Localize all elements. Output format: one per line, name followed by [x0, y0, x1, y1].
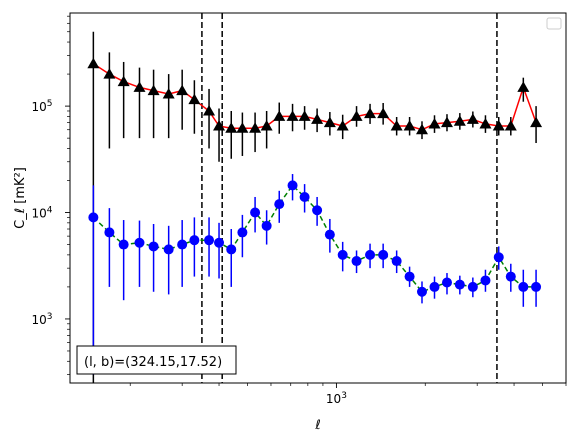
data-point-circle [493, 252, 504, 263]
axes-frame [69, 12, 567, 384]
data-point-circle [378, 249, 389, 260]
data-point-circle [391, 256, 402, 267]
data-point-triangle [504, 120, 517, 131]
y-tick-exponent: 5 [47, 99, 53, 109]
data-point-triangle [466, 113, 479, 124]
data-point-triangle [311, 113, 324, 124]
y-tick-exponent: 3 [47, 312, 53, 322]
data-point-circle [312, 205, 323, 216]
data-point-triangle [479, 117, 492, 129]
data-point-circle [441, 277, 452, 288]
data-point-triangle [298, 110, 311, 121]
data-point-circle [237, 227, 248, 238]
data-point-triangle [203, 104, 216, 116]
data-point-circle [299, 191, 310, 202]
annotation-frame [76, 345, 237, 375]
data-point-circle [134, 237, 145, 248]
data-point-circle [467, 281, 478, 292]
data-point-circle [531, 281, 542, 292]
data-point-circle [148, 241, 159, 252]
y-tick-exponent: 4 [47, 206, 53, 216]
data-point-circle [204, 235, 215, 246]
data-point-triangle [350, 110, 363, 121]
data-point-circle [177, 239, 188, 250]
data-point-circle [88, 212, 99, 223]
data-point-circle [214, 237, 225, 248]
annotation-box: (l, b)=(324.15,17.52) [76, 345, 237, 375]
data-point-triangle [273, 110, 286, 121]
data-point-triangle [415, 123, 428, 135]
data-point-triangle [364, 107, 377, 119]
data-point-circle [505, 271, 516, 282]
data-point-triangle [517, 81, 530, 92]
data-point-triangle [377, 107, 390, 119]
data-point-circle [274, 199, 285, 210]
x-axis-label: ℓ [314, 418, 320, 433]
data-point-circle [118, 239, 129, 250]
data-point-triangle [103, 68, 116, 79]
data-point-triangle [453, 115, 466, 126]
data-point-circle [404, 271, 415, 282]
data-point-triangle [176, 84, 189, 96]
data-point-circle [518, 281, 529, 292]
data-point-circle [104, 227, 115, 238]
series-1 [88, 174, 542, 375]
data-point-triangle [147, 84, 160, 96]
data-point-circle [163, 244, 174, 255]
plot-area [87, 13, 543, 383]
data-point-circle [250, 207, 261, 218]
data-point-triangle [225, 122, 238, 133]
data-point-circle [287, 180, 298, 191]
x-tick-exponent: 3 [341, 391, 347, 401]
data-point-triangle [492, 120, 505, 131]
data-point-triangle [87, 57, 100, 69]
data-point-triangle [162, 87, 175, 99]
data-point-triangle [428, 117, 441, 129]
data-point-circle [261, 220, 272, 231]
data-point-triangle [213, 120, 226, 131]
data-point-triangle [260, 120, 273, 131]
data-point-circle [454, 279, 465, 290]
annotation-text: (l, b)=(324.15,17.52) [84, 355, 222, 370]
legend-box [546, 17, 562, 30]
data-point-circle [226, 244, 237, 255]
data-point-triangle [440, 116, 453, 128]
data-point-triangle [117, 75, 130, 87]
series-0 [87, 31, 543, 383]
data-point-circle [351, 256, 362, 267]
data-point-triangle [403, 120, 416, 131]
legend [546, 17, 562, 30]
data-point-triangle [323, 116, 336, 128]
data-point-triangle [188, 93, 201, 105]
data-point-triangle [249, 122, 262, 133]
data-point-circle [429, 281, 440, 292]
data-point-circle [337, 249, 348, 260]
data-point-circle [189, 235, 200, 246]
data-point-triangle [236, 122, 249, 133]
data-point-triangle [390, 120, 403, 131]
data-point-circle [416, 286, 427, 297]
data-point-triangle [336, 120, 349, 131]
data-point-triangle [286, 110, 299, 121]
data-point-circle [324, 229, 335, 240]
data-point-circle [365, 249, 376, 260]
y-axis-label: C_ℓ [mK²] [13, 167, 28, 229]
data-point-triangle [133, 81, 146, 92]
data-point-circle [480, 275, 491, 286]
data-point-triangle [530, 116, 543, 128]
